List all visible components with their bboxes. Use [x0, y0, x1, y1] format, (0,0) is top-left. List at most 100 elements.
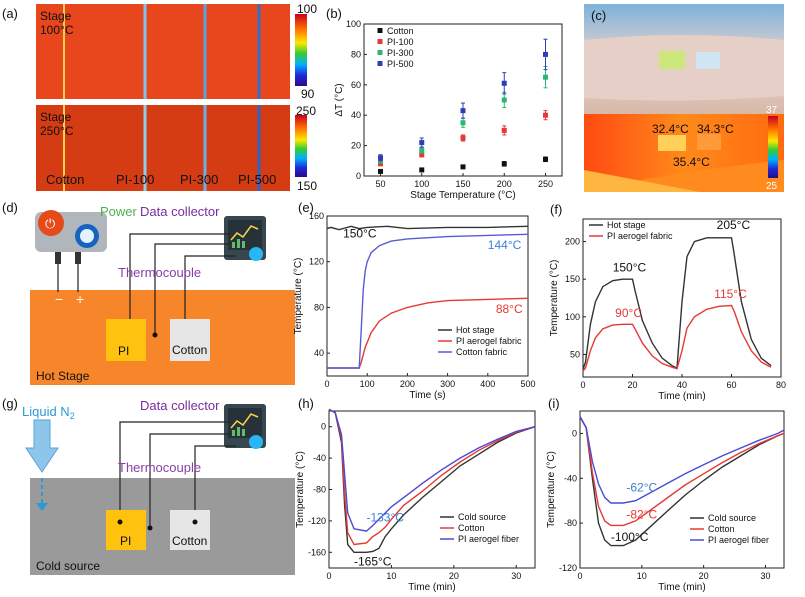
- liquid-n2-arrow: [25, 419, 59, 473]
- panel-letter-i: (i): [548, 396, 560, 411]
- panel-letter-d: (d): [2, 200, 18, 215]
- chart-i-series-0: [579, 416, 785, 547]
- chart-e-annotation-1: 144°C: [488, 238, 522, 252]
- sample-label-pi500: PI-500: [238, 172, 276, 187]
- thermal-image-250c: [36, 105, 290, 191]
- chart-e-xtick-label-1: 100: [360, 379, 375, 389]
- data-collector-bar-g-1: [232, 430, 235, 436]
- temp-label-skin: 35.4°C: [673, 155, 710, 169]
- chart-e-legend-label-0: Hot stage: [456, 325, 495, 335]
- cold-source-label: Cold source: [36, 559, 100, 573]
- pi-sample-label-g: PI: [120, 534, 131, 548]
- liquid-n2-label: Liquid N2: [22, 404, 75, 421]
- chart-b-point-3-1: [419, 140, 425, 146]
- chart-i-legend-label-1: Cotton: [708, 524, 735, 534]
- chart-i-ytick-label-3: 0: [572, 428, 577, 438]
- chart-e: (e) 0 100 200 300 400 500 40 80 120 160 Time (s) Te…: [293, 200, 536, 401]
- colorbar-top-min: 90: [301, 87, 315, 101]
- data-collector-label-g: Data collector: [140, 398, 220, 413]
- chart-b-xtick-label-4: 250: [538, 179, 553, 189]
- colorbar-bottom-min: 150: [297, 179, 317, 193]
- wire-pi-g: [119, 421, 230, 522]
- chart-b-point-0-2: [460, 164, 466, 170]
- cold-source: [30, 478, 295, 575]
- chart-h-series-1: [328, 408, 536, 546]
- chart-h-ytick-label-2: -80: [313, 485, 326, 495]
- chart-b-point-3-2: [460, 108, 466, 114]
- chart-f: (f) 0 20 40 60 80 50 100 150 200 Time (min) Temper…: [549, 202, 786, 402]
- chart-f-ytick-label-2: 150: [565, 274, 580, 284]
- chart-e-annotation-2: 88°C: [496, 302, 523, 316]
- chart-i-xtick-label-0: 0: [577, 571, 582, 581]
- chart-f-xtick-label-1: 20: [627, 380, 637, 390]
- chart-h-series-2: [328, 408, 536, 532]
- data-collector-bar-3: [242, 241, 245, 248]
- chart-b-point-2-3: [501, 97, 507, 103]
- chart-b-point-3-3: [501, 80, 507, 86]
- chart-e-xtick-label-2: 200: [400, 379, 415, 389]
- hot-stage: [30, 290, 295, 385]
- chart-f-ytick-label-1: 100: [565, 312, 580, 322]
- chart-b-ytick-label-2: 40: [351, 110, 361, 120]
- chart-f-ytick-label-3: 200: [565, 237, 580, 247]
- power-knob: [38, 210, 64, 236]
- pi-sample-box: [106, 319, 146, 361]
- liquid-n2-drip-head: [36, 503, 48, 511]
- chart-e-xtick-label-3: 300: [440, 379, 455, 389]
- chart-e-ytick-label-0: 40: [314, 348, 324, 358]
- chart-b-point-1-0: [378, 161, 383, 167]
- hot-stage-label: Hot Stage: [36, 369, 90, 383]
- chart-b-xtick-label-3: 200: [497, 179, 512, 189]
- chart-b-point-0-0: [378, 168, 383, 174]
- terminal-minus-label: −: [55, 291, 63, 307]
- stripes-bottom: [63, 105, 261, 191]
- cotton-sample-box: [170, 319, 210, 361]
- chart-b-point-1-1: [419, 152, 425, 158]
- wire-source-g: [149, 433, 230, 528]
- chart-e-series-2: [327, 233, 529, 369]
- chart-h: (h) 0 10 20 30 -160 -120 -80 -40 0 Time (min) Temp…: [295, 396, 536, 593]
- chart-b-ytick-label-5: 100: [346, 19, 361, 29]
- data-collector-bar-1: [232, 242, 235, 248]
- chart-f-series-0: [582, 237, 772, 370]
- chart-i: (i) 0 10 20 30 -120 -80 -40 0 Time (min) Temperat…: [546, 396, 785, 593]
- pi-patch: [659, 51, 685, 69]
- terminal-plus-label: +: [76, 291, 84, 307]
- chart-e-xtick-label-4: 400: [480, 379, 495, 389]
- chart-h-legend-label-1: Cotton: [458, 523, 485, 533]
- chart-h-xtick-label-0: 0: [326, 571, 331, 581]
- liquid-n2-subscript: 2: [70, 411, 75, 421]
- probe-stage: [152, 332, 158, 338]
- thermal-cotton-patch: [697, 134, 721, 150]
- chart-e-legend-label-2: Cotton fabric: [456, 347, 508, 357]
- chart-i-series-2: [579, 416, 785, 504]
- panel-letter-b: (b): [326, 6, 342, 21]
- chart-h-ytick-label-0: -160: [308, 547, 326, 557]
- temp-label-cotton: 34.3°C: [697, 122, 734, 136]
- chart-b-ytick-label-3: 60: [351, 80, 361, 90]
- liquid-n2-main: Liquid N: [22, 404, 70, 419]
- chart-e-series-1: [327, 297, 529, 369]
- label-stage-top-1: Stage: [40, 9, 72, 23]
- probe-pi-g: [117, 519, 123, 525]
- chart-h-xtick-label-1: 10: [386, 571, 396, 581]
- chart-b-point-2-4: [543, 74, 548, 80]
- chart-f-annotation-0: 205°C: [717, 218, 751, 232]
- pi-sample-box-g: [106, 510, 146, 550]
- chart-f-xtick-label-2: 40: [677, 380, 687, 390]
- chart-e-frame: [326, 215, 529, 377]
- chart-b-point-0-1: [419, 167, 425, 173]
- probe-source-g: [147, 525, 153, 531]
- chart-e-xtick-label-5: 500: [520, 379, 535, 389]
- thermal-pi-patch: [658, 135, 686, 151]
- panel-c: 32.4°C 34.3°C 35.4°C 37 25 (c): [584, 4, 784, 192]
- chart-e-xtick-label-0: 0: [324, 379, 329, 389]
- cotton-sample-box-g: [170, 510, 210, 550]
- chart-f-ytick-label-0: 50: [570, 349, 580, 359]
- chart-f-xtick-label-3: 60: [726, 380, 736, 390]
- chart-i-xtick-label-1: 10: [637, 571, 647, 581]
- sample-label-pi100: PI-100: [116, 172, 154, 187]
- wire-cotton-g: [194, 445, 236, 522]
- data-collector-bar-2: [237, 239, 240, 248]
